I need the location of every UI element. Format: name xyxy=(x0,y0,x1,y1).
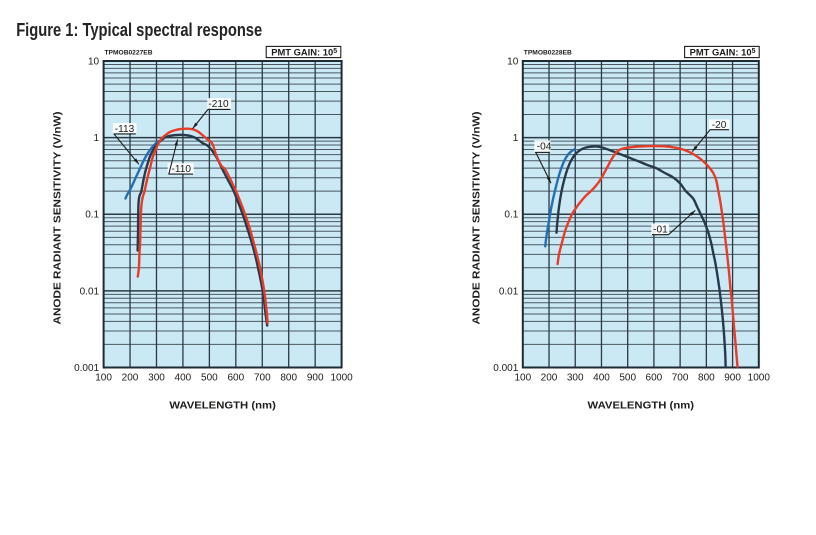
svg-text:600: 600 xyxy=(227,372,244,383)
svg-text:500: 500 xyxy=(201,372,218,383)
svg-text:0.01: 0.01 xyxy=(80,286,100,297)
svg-text:ANODE RADIANT SENSITIVITY (V/n: ANODE RADIANT SENSITIVITY (V/nW) xyxy=(53,112,64,325)
svg-text:ANODE RADIANT SENSITIVITY (V/n: ANODE RADIANT SENSITIVITY (V/nW) xyxy=(472,112,483,325)
svg-text:Figure 1: Typical spectral res: Figure 1: Typical spectral response xyxy=(16,19,262,40)
svg-text:10: 10 xyxy=(88,56,100,67)
svg-text:WAVELENGTH (nm): WAVELENGTH (nm) xyxy=(169,401,276,412)
svg-text:-210: -210 xyxy=(208,99,229,110)
svg-text:900: 900 xyxy=(307,372,324,383)
svg-text:700: 700 xyxy=(672,372,689,383)
svg-text:-110: -110 xyxy=(172,164,192,175)
svg-text:900: 900 xyxy=(724,372,741,383)
svg-text:800: 800 xyxy=(280,372,297,383)
svg-text:0.001: 0.001 xyxy=(493,363,518,374)
svg-text:PMT GAIN: 105: PMT GAIN: 105 xyxy=(690,46,756,57)
svg-text:700: 700 xyxy=(254,372,271,383)
svg-text:0.1: 0.1 xyxy=(85,210,99,221)
svg-text:300: 300 xyxy=(567,372,584,383)
svg-text:800: 800 xyxy=(698,372,715,383)
svg-text:10: 10 xyxy=(507,56,519,67)
svg-text:-113: -113 xyxy=(115,124,135,135)
svg-text:400: 400 xyxy=(175,372,192,383)
svg-text:TPMOB0227EB: TPMOB0227EB xyxy=(105,50,153,57)
svg-text:-20: -20 xyxy=(712,120,727,131)
svg-text:300: 300 xyxy=(148,372,165,383)
svg-text:1: 1 xyxy=(94,133,100,144)
svg-text:1: 1 xyxy=(513,133,519,144)
svg-text:500: 500 xyxy=(619,372,636,383)
svg-text:0.001: 0.001 xyxy=(74,363,99,374)
svg-text:-04: -04 xyxy=(537,141,552,152)
svg-text:200: 200 xyxy=(122,372,139,383)
svg-text:400: 400 xyxy=(593,372,610,383)
svg-text:PMT GAIN: 105: PMT GAIN: 105 xyxy=(271,46,337,57)
svg-text:600: 600 xyxy=(646,372,663,383)
svg-text:0.01: 0.01 xyxy=(499,286,519,297)
svg-text:-01: -01 xyxy=(653,224,668,235)
svg-text:1000: 1000 xyxy=(748,372,771,383)
svg-text:100: 100 xyxy=(514,372,531,383)
svg-text:100: 100 xyxy=(95,372,112,383)
svg-text:0.1: 0.1 xyxy=(504,210,518,221)
svg-text:TPMOB0228EB: TPMOB0228EB xyxy=(524,50,572,57)
svg-text:200: 200 xyxy=(541,372,558,383)
svg-text:WAVELENGTH (nm): WAVELENGTH (nm) xyxy=(588,401,695,412)
svg-text:1000: 1000 xyxy=(330,372,353,383)
